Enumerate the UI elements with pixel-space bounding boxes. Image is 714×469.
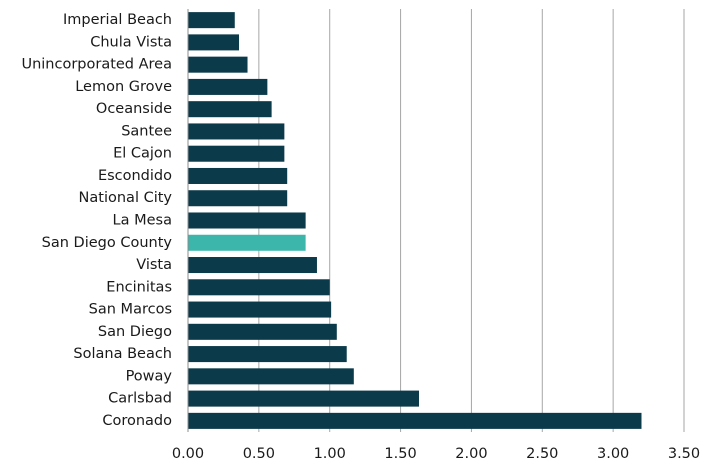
category-label: Escondido [98, 168, 172, 184]
x-tick-label: 1.00 [314, 446, 346, 462]
category-label: Imperial Beach [63, 12, 172, 28]
bar-solana-beach [188, 346, 347, 363]
category-label: Chula Vista [90, 34, 172, 50]
x-tick-label: 3.00 [597, 446, 629, 462]
category-label: Solana Beach [73, 346, 172, 362]
bar-escondido [188, 167, 288, 184]
category-label: Encinitas [106, 279, 172, 295]
bar-lemon-grove [188, 78, 268, 95]
category-label: Lemon Grove [75, 79, 172, 95]
category-label: Poway [126, 368, 173, 384]
bar-san-marcos [188, 301, 332, 318]
category-label: San Diego County [42, 235, 173, 251]
category-label: San Marcos [89, 302, 172, 318]
category-label: Carlsbad [108, 391, 172, 407]
bars [188, 12, 642, 429]
bar-carlsbad [188, 390, 419, 407]
category-label: Santee [121, 123, 172, 139]
gridlines [258, 9, 685, 432]
bar-la-mesa [188, 212, 306, 229]
bar-vista [188, 257, 317, 274]
x-tick-label: 2.50 [526, 446, 558, 462]
x-tick-label: 3.50 [668, 446, 700, 462]
x-tick-label: 2.00 [455, 446, 487, 462]
bar-encinitas [188, 279, 330, 296]
bar-coronado [188, 412, 642, 429]
category-label: Vista [136, 257, 172, 273]
x-tick-label: 1.50 [384, 446, 416, 462]
bar-el-cajon [188, 145, 285, 162]
bar-san-diego [188, 323, 337, 340]
bar-chula-vista [188, 34, 240, 51]
bar-poway [188, 368, 354, 385]
x-tick-labels: 0.00 0.50 1.00 1.50 2.00 2.50 3.00 3.50 [172, 446, 700, 462]
category-labels: Imperial Beach Chula Vista Unincorporated … [21, 12, 172, 429]
x-tick-label: 0.00 [172, 446, 204, 462]
bar-unincorporated-area [188, 56, 248, 73]
category-label: Unincorporated Area [21, 57, 172, 73]
x-tick-label: 0.50 [243, 446, 275, 462]
category-label: National City [79, 190, 173, 206]
category-label: La Mesa [113, 213, 172, 229]
category-label: Coronado [102, 413, 172, 429]
bar-santee [188, 123, 285, 140]
category-label: Oceanside [96, 101, 172, 117]
category-label: San Diego [98, 324, 172, 340]
bar-oceanside [188, 101, 272, 118]
bar-imperial-beach [188, 12, 235, 29]
bar-san-diego-county [188, 234, 306, 251]
bar-national-city [188, 190, 288, 207]
category-label: El Cajon [113, 146, 172, 162]
